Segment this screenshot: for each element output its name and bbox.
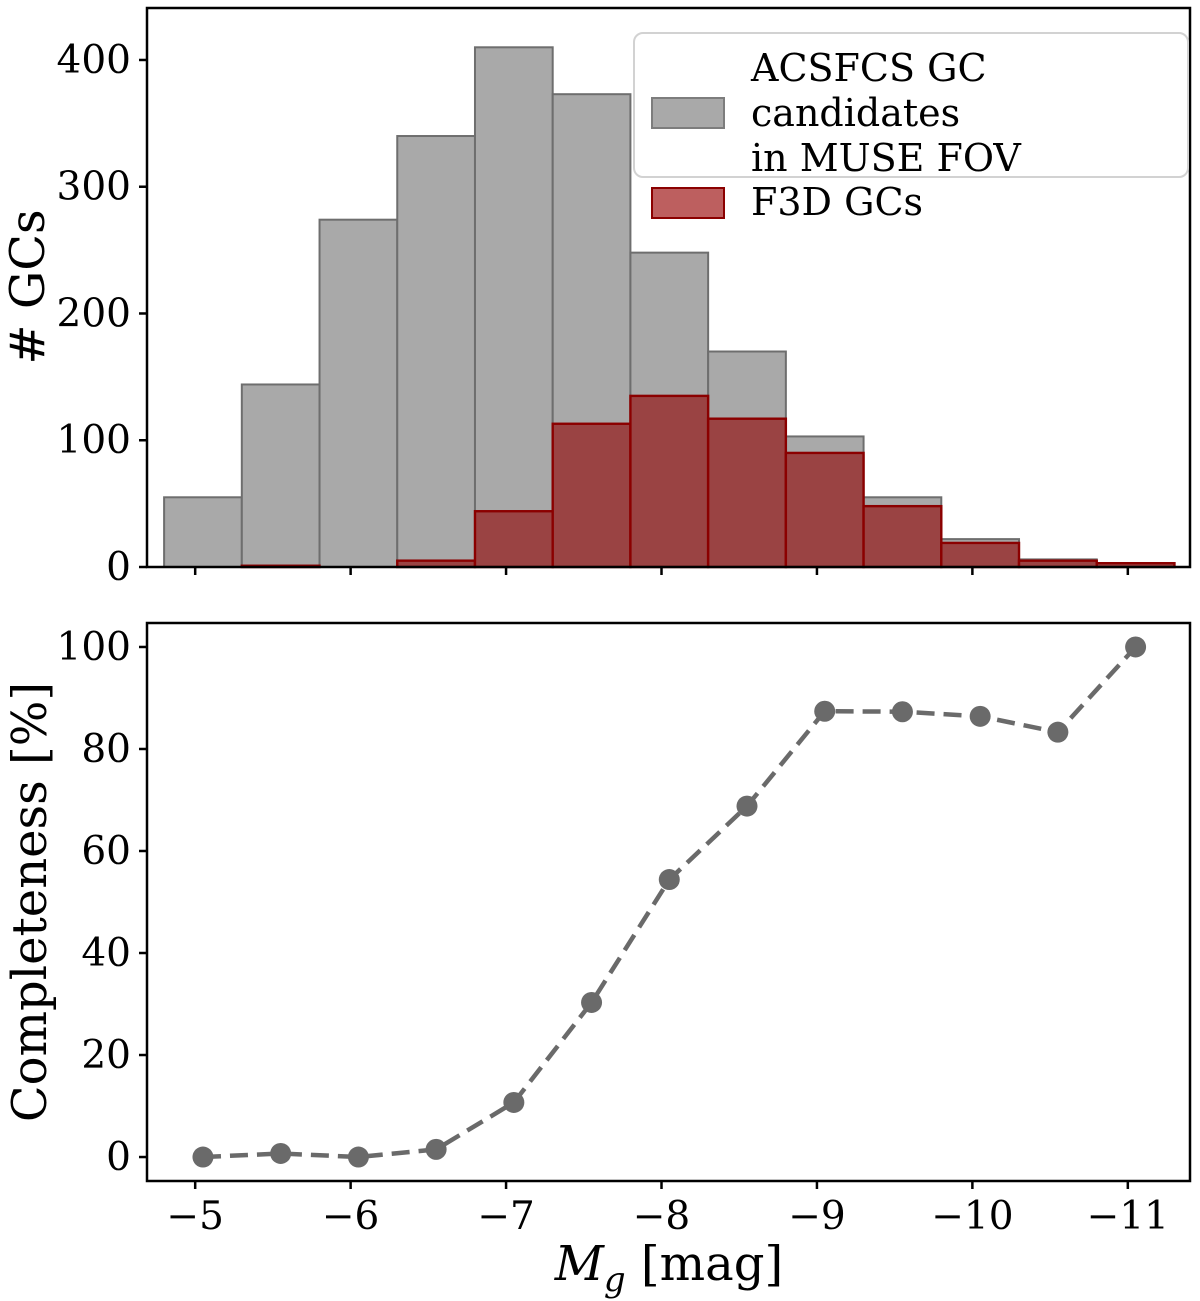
x-axis-label-symbol: M	[554, 1236, 604, 1293]
histogram-bar	[473, 46, 554, 568]
x-tick-label: −9	[788, 1194, 846, 1239]
bottom-x-axis: −5 −6 −7 −8 −9 −10 −11	[166, 1181, 1169, 1239]
bottom-y-axis: 0 20 40 60 80 100	[57, 625, 147, 1180]
bottom-panel-completeness	[192, 636, 1147, 1168]
y-tick-label: 300	[57, 165, 131, 210]
histogram-bar	[706, 417, 788, 569]
data-point-marker	[192, 1146, 214, 1168]
f3d-bars	[240, 394, 1176, 569]
top-y-axis: 0 100 200 300 400	[57, 38, 147, 590]
x-tick-label: −6	[322, 1194, 380, 1239]
top-x-axis	[193, 567, 1130, 575]
x-tick-label: −10	[931, 1194, 1013, 1239]
data-point-marker	[270, 1142, 292, 1164]
data-point-marker	[347, 1146, 369, 1168]
data-point-marker	[503, 1091, 525, 1113]
legend-swatch-gray	[651, 97, 725, 130]
top-panel-spines	[145, 6, 1192, 569]
legend-label-acsfcs-line2: in MUSE FOV	[751, 135, 1021, 180]
data-point-marker	[1047, 721, 1069, 743]
x-axis-label-subscript: g	[603, 1259, 626, 1300]
legend-label-acsfcs-line1: ACSFCS GC candidates	[751, 46, 987, 135]
data-point-marker	[736, 795, 758, 817]
y-tick-label: 200	[57, 291, 131, 336]
data-point-marker	[1125, 636, 1147, 658]
y-tick-label: 60	[81, 829, 131, 874]
y-tick-label: 400	[57, 38, 131, 83]
legend-entry-acsfcs: ACSFCS GC candidates in MUSE FOV	[651, 46, 1171, 180]
legend-label-acsfcs: ACSFCS GC candidates in MUSE FOV	[751, 46, 1171, 180]
x-tick-label: −11	[1087, 1194, 1169, 1239]
y-tick-label: 0	[106, 1135, 131, 1180]
x-axis-label: Mg [mag]	[555, 1236, 784, 1300]
histogram-bar	[473, 510, 554, 569]
histogram-bar	[629, 394, 710, 569]
legend-entry-f3d: F3D GCs	[651, 180, 1171, 225]
histogram-bar	[318, 218, 399, 568]
data-point-marker	[581, 991, 603, 1013]
data-point-marker	[425, 1138, 447, 1160]
x-tick-label: −7	[477, 1194, 535, 1239]
y-tick-label: 100	[57, 418, 131, 463]
top-panel-histogram	[163, 46, 1176, 569]
histogram-bar	[396, 135, 476, 569]
y-tick-label: 100	[57, 625, 131, 670]
histogram-bar	[240, 383, 321, 568]
data-point-marker	[891, 701, 913, 723]
x-axis-label-unit: [mag]	[625, 1236, 784, 1293]
bottom-y-axis-label: Completeness [%]	[2, 681, 58, 1123]
histogram-bar	[163, 496, 243, 568]
y-tick-label: 40	[81, 931, 131, 976]
histogram-bar	[862, 504, 943, 569]
histogram-bar	[940, 541, 1021, 569]
histogram-bar	[551, 422, 632, 569]
data-point-marker	[658, 869, 680, 891]
legend-swatch-red	[651, 186, 725, 219]
bottom-panel-spines	[145, 621, 1192, 1183]
data-point-marker	[814, 700, 836, 722]
legend-box: ACSFCS GC candidates in MUSE FOV F3D GCs	[633, 32, 1189, 224]
x-tick-label: −8	[633, 1194, 691, 1239]
completeness-line	[202, 645, 1138, 1160]
histogram-bar	[784, 451, 865, 569]
data-point-marker	[969, 705, 991, 727]
x-tick-label: −5	[166, 1194, 224, 1239]
top-y-axis-label: # GCs	[0, 209, 56, 365]
y-tick-label: 20	[81, 1033, 131, 1078]
y-tick-label: 80	[81, 727, 131, 772]
y-tick-label: 0	[106, 545, 131, 590]
legend-label-f3d: F3D GCs	[751, 180, 924, 225]
